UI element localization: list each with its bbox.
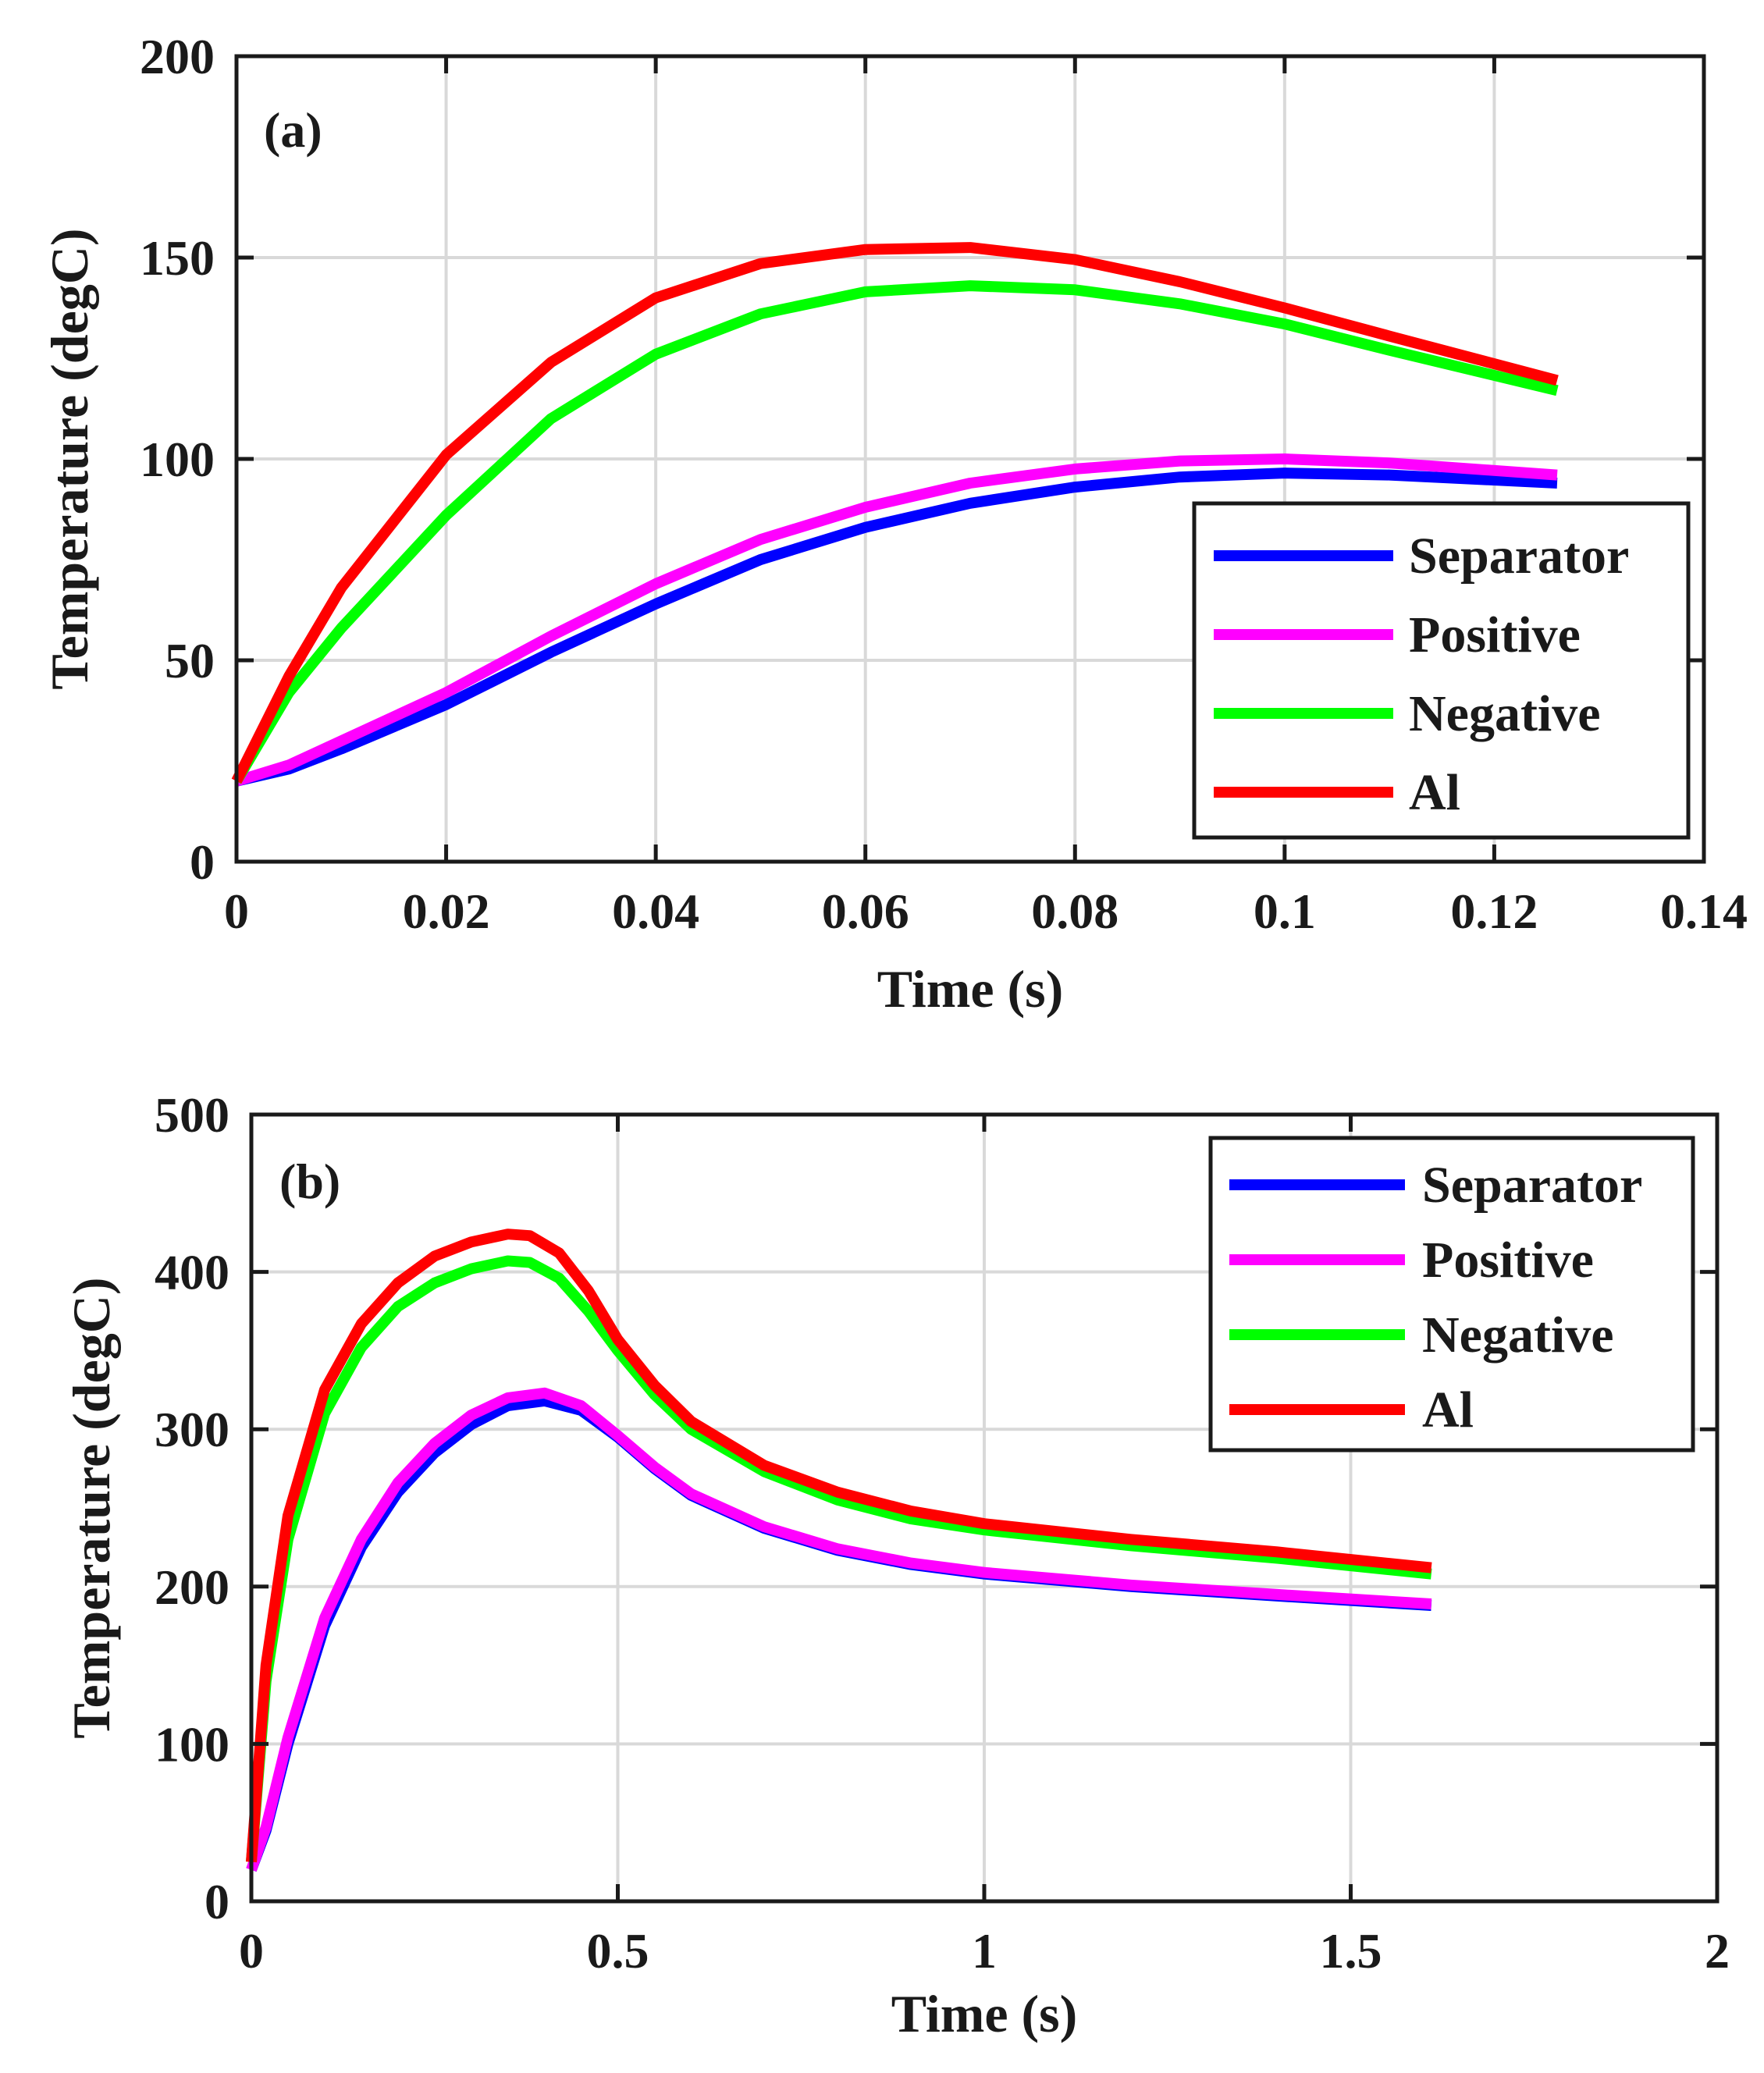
x-tick-label: 2: [1705, 1923, 1730, 1979]
x-tick-label: 0.14: [1660, 884, 1748, 939]
y-tick-label: 400: [155, 1245, 229, 1300]
y-tick-label: 200: [155, 1559, 229, 1615]
legend-label-negative: Negative: [1422, 1307, 1614, 1364]
x-tick-label: 0.02: [403, 884, 490, 939]
y-tick-label: 100: [140, 432, 215, 487]
x-tick-label: 0.08: [1031, 884, 1119, 939]
series-group-b: [246, 1229, 1432, 1872]
x-tick-label: 0.1: [1254, 884, 1316, 939]
y-tick-label: 200: [140, 29, 215, 84]
ticks-b: [249, 1112, 1720, 1904]
y-tick-label: 150: [140, 230, 215, 286]
x-tick-label: 1.5: [1320, 1923, 1382, 1979]
legend-label-al: Al: [1409, 764, 1460, 821]
y-tick-labels-a: 0 50 100 150 200: [140, 29, 215, 890]
legend-label-positive: Positive: [1422, 1232, 1594, 1289]
chart-panel-b: 0 0.5 1 1.5 2 0 100 200 300 400 500 Time (s) Temp…: [62, 1087, 1730, 2043]
x-tick-label: 0.5: [587, 1923, 649, 1979]
x-tick-label: 0: [239, 1923, 264, 1979]
x-tick-label: 0.04: [612, 884, 699, 939]
panel-label-b: (b): [279, 1154, 340, 1209]
series-line-negative: [246, 1255, 1432, 1863]
y-tick-label: 100: [155, 1716, 229, 1772]
legend-a: Separator Positive Negative Al: [1192, 501, 1691, 840]
series-line-positive: [246, 1387, 1432, 1872]
y-tick-label: 50: [165, 633, 215, 688]
panel-label-a: (a): [264, 102, 322, 158]
x-axis-label-b: Time (s): [891, 1984, 1078, 2043]
chart-panel-a: 0 0.02 0.04 0.06 0.08 0.1 0.12 0.14 0 50 100 150 20…: [40, 29, 1748, 1019]
x-axis-label-a: Time (s): [877, 959, 1064, 1019]
x-tick-labels-b: 0 0.5 1 1.5 2: [239, 1923, 1730, 1979]
x-tick-label: 0.12: [1450, 884, 1538, 939]
y-tick-label: 0: [204, 1874, 229, 1929]
legend-b: Separator Positive Negative Al: [1208, 1136, 1695, 1453]
legend-label-positive: Positive: [1409, 606, 1581, 663]
series-line-al: [231, 242, 1559, 784]
series-line-positive: [234, 453, 1558, 787]
y-tick-labels-b: 0 100 200 300 400 500: [155, 1087, 229, 1929]
ticks-a: [234, 54, 1706, 864]
x-tick-label: 0: [224, 884, 249, 939]
series-line-separator: [235, 468, 1558, 787]
series-group-a: [231, 242, 1559, 787]
x-tick-label: 1: [972, 1923, 997, 1979]
y-tick-label: 300: [155, 1402, 229, 1457]
y-axis-label-b: Temperature (degC): [62, 1277, 121, 1738]
legend-label-negative: Negative: [1409, 685, 1601, 742]
x-tick-label: 0.06: [822, 884, 909, 939]
y-axis-label-a: Temperature (degC): [40, 228, 99, 689]
legend-label-al: Al: [1422, 1381, 1474, 1438]
legend-label-separator: Separator: [1422, 1157, 1642, 1214]
x-tick-labels-a: 0 0.02 0.04 0.06 0.08 0.1 0.12 0.14: [224, 884, 1748, 939]
series-line-al: [246, 1229, 1432, 1863]
legend-label-separator: Separator: [1409, 528, 1629, 585]
y-tick-label: 500: [155, 1087, 229, 1143]
y-tick-label: 0: [190, 834, 215, 890]
series-line-negative: [231, 280, 1559, 784]
